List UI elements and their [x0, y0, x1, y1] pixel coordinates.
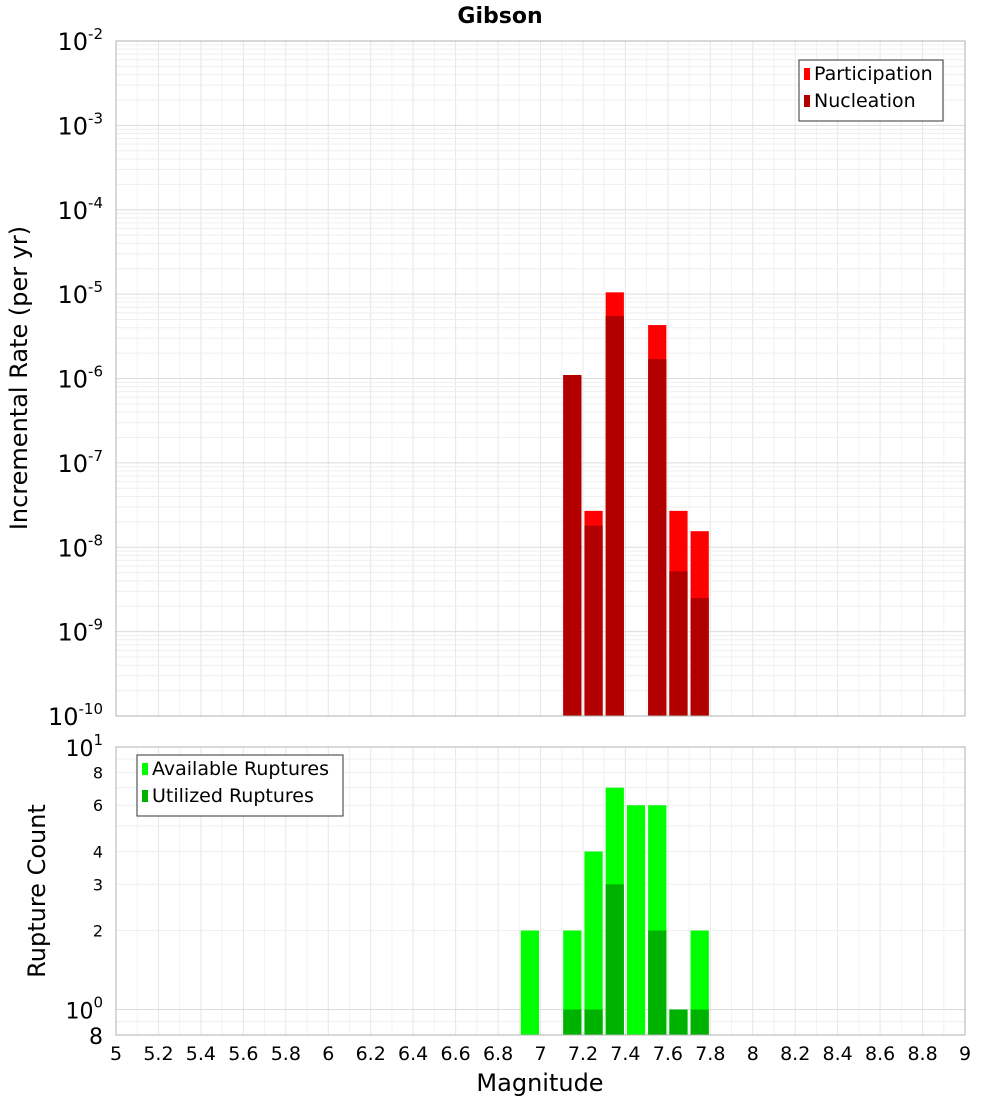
count-y-tick-label: 8: [93, 763, 103, 782]
count-legend-swatch: [142, 763, 148, 775]
rate-bar-nucleation: [669, 571, 688, 716]
count-bar-available-ruptures: [626, 805, 646, 1035]
x-tick-label: 6.8: [483, 1043, 513, 1065]
count-y-tick-label: 4: [93, 842, 103, 861]
rate-legend-box: [798, 59, 944, 122]
x-tick-label: 7: [534, 1043, 546, 1065]
x-tick-label: 8.8: [907, 1043, 937, 1065]
x-tick-label: 8: [747, 1043, 759, 1065]
rate-legend-label: Nucleation: [814, 90, 916, 112]
count-y-tick-label: 8: [89, 1025, 103, 1050]
x-tick-label: 5.2: [143, 1043, 173, 1065]
rate-y-tick-label: 10-8: [57, 531, 103, 562]
rate-bar-nucleation: [563, 375, 582, 716]
rate-y-tick-label: 10-3: [57, 109, 103, 140]
x-tick-label: 8.6: [865, 1043, 895, 1065]
rate-plot-frame: [115, 40, 966, 717]
rate-legend-swatch: [804, 95, 810, 107]
rate-bar-nucleation: [648, 359, 667, 716]
count-y-tick-label: 6: [93, 796, 103, 815]
rate-legend: Participation Nucleation: [798, 59, 944, 122]
x-tick-label: 7.2: [568, 1043, 598, 1065]
rate-y-tick-label: 10-2: [57, 25, 103, 56]
x-tick-label: 8.4: [823, 1043, 853, 1065]
count-y-tick-label: 2: [93, 922, 103, 941]
chart-title: Gibson: [457, 4, 542, 29]
x-tick-label: 5.6: [228, 1043, 258, 1065]
rate-legend-swatch: [804, 68, 810, 80]
count-y-tick-label: 101: [65, 731, 103, 762]
x-tick-label: 7.6: [653, 1043, 683, 1065]
rate-y-tick-label: 10-10: [48, 700, 103, 731]
count-y-tick-label: 100: [65, 994, 103, 1025]
count-bar-available-ruptures: [690, 930, 709, 1035]
x-tick-label: 5.4: [186, 1043, 216, 1065]
count-bar-utilized-ruptures: [563, 1009, 582, 1035]
rate-y-tick-label: 10-7: [57, 447, 103, 478]
rate-y-tick-label: 10-9: [57, 616, 103, 647]
x-tick-label: 7.4: [610, 1043, 640, 1065]
plot-areas: 10-10 10-9 10-8 10-7 10-6 10-5 10-4 10-3 10-2 Par…: [48, 25, 971, 1065]
count-legend-label: Available Ruptures: [152, 758, 329, 780]
rate-y-tick-label: 10-5: [57, 278, 103, 309]
x-tick-label: 8.2: [780, 1043, 810, 1065]
rate-legend-label: Participation: [814, 63, 933, 85]
count-y-tick-label: 3: [93, 875, 103, 894]
bottom-y-axis-label: Rupture Count: [23, 804, 51, 978]
count-bar-available-ruptures: [563, 930, 582, 1035]
x-tick-label: 5.8: [271, 1043, 301, 1065]
count-bar-available-ruptures: [584, 851, 603, 1035]
rate-bar-nucleation: [690, 598, 709, 716]
x-tick-label: 6.4: [398, 1043, 428, 1065]
x-tick-label: 6: [322, 1043, 334, 1065]
count-bar-utilized-ruptures: [648, 930, 667, 1035]
top-y-axis-label: Incremental Rate (per yr): [5, 226, 33, 530]
x-tick-label: 9: [959, 1043, 971, 1065]
count-bar-utilized-ruptures: [584, 1009, 603, 1035]
x-tick-label: 7.8: [695, 1043, 725, 1065]
count-bar-utilized-ruptures: [669, 1009, 688, 1035]
x-tick-label: 6.6: [440, 1043, 470, 1065]
count-legend-swatch: [142, 790, 148, 802]
rate-bar-nucleation: [605, 316, 624, 716]
x-tick-label: 6.2: [356, 1043, 386, 1065]
x-axis-label: Magnitude: [476, 1069, 603, 1097]
rate-y-tick-label: 10-4: [57, 194, 103, 225]
count-plot-frame: [115, 746, 966, 1036]
rate-y-tick-label: 10-6: [57, 363, 103, 394]
count-bar-utilized-ruptures: [690, 1009, 709, 1035]
count-legend-box: [136, 754, 344, 817]
rate-bar-nucleation: [584, 525, 603, 716]
x-tick-label: 5: [110, 1043, 122, 1065]
count-legend-label: Utilized Ruptures: [152, 785, 314, 807]
count-legend: Available Ruptures Utilized Ruptures: [136, 754, 344, 817]
count-bar-utilized-ruptures: [605, 884, 624, 1035]
count-bar-available-ruptures: [520, 930, 539, 1035]
